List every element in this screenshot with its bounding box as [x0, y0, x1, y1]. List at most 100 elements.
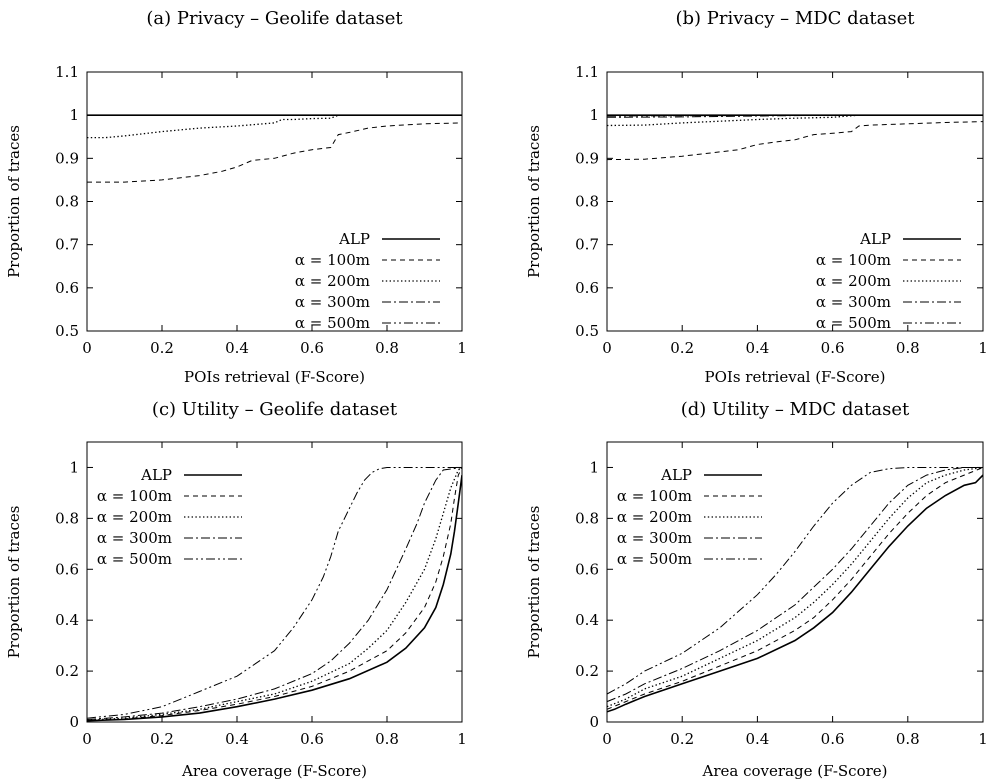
- y-tick-label: 0.8: [575, 193, 599, 211]
- series-line-4: [87, 467, 462, 719]
- x-tick-label: 0: [602, 339, 612, 357]
- y-axis-label: Proportion of traces: [525, 125, 543, 278]
- legend-label-1: α = 100m: [97, 487, 172, 505]
- y-tick-label: 0.6: [55, 560, 79, 578]
- x-tick-label: 0.4: [225, 730, 249, 748]
- series-line-0: [87, 474, 462, 722]
- x-tick-label: 0.2: [670, 730, 694, 748]
- legend-label-1: α = 100m: [816, 251, 891, 269]
- y-tick-label: 0.9: [55, 149, 79, 167]
- series-line-4: [607, 114, 983, 117]
- plot-frame: [606, 71, 984, 332]
- chart-panel-2: (c) Utility – Geolife dataset 0 0.2 0.4 0.6 0…: [5, 399, 467, 780]
- legend-label-0: ALP: [660, 466, 692, 484]
- y-tick-label: 0.4: [55, 611, 79, 629]
- y-tick-label: 1: [589, 458, 599, 476]
- x-tick-label: 1: [978, 730, 988, 748]
- y-tick-label: 0.7: [55, 236, 79, 254]
- x-tick-label: 0.2: [670, 339, 694, 357]
- legend-label-3: α = 300m: [816, 293, 891, 311]
- legend-label-3: α = 300m: [617, 529, 692, 547]
- plot-frame: [86, 441, 463, 723]
- y-axis-label: Proportion of traces: [525, 506, 543, 659]
- y-tick-label: 0.2: [55, 662, 79, 680]
- x-axis-label: POIs retrieval (F-Score): [705, 368, 886, 386]
- y-tick-label: 0.5: [575, 322, 599, 340]
- x-tick-label: 0.2: [150, 339, 174, 357]
- series-line-0: [607, 474, 983, 713]
- y-tick-label: 0.6: [575, 560, 599, 578]
- y-tick-label: 0.6: [575, 279, 599, 297]
- legend-label-4: α = 500m: [617, 550, 692, 568]
- x-tick-label: 0: [82, 339, 92, 357]
- series-line-2: [607, 466, 983, 708]
- legend-label-2: α = 200m: [295, 272, 370, 290]
- y-tick-label: 0: [69, 713, 79, 731]
- y-tick-label: 1: [69, 458, 79, 476]
- series-line-3: [607, 467, 983, 703]
- series-line-3: [607, 114, 983, 118]
- x-tick-label: 0.6: [821, 730, 845, 748]
- x-tick-label: 0.8: [375, 730, 399, 748]
- x-tick-label: 1: [457, 730, 467, 748]
- series-line-1: [87, 122, 462, 183]
- chart-panel-3: (d) Utility – MDC dataset 0 0.2 0.4 0.6 0.8 1 0…: [525, 399, 988, 780]
- y-tick-label: 1.1: [55, 63, 79, 81]
- y-tick-label: 0.8: [55, 509, 79, 527]
- series-line-2: [607, 114, 983, 127]
- chart-title: (a) Privacy – Geolife dataset: [146, 8, 403, 29]
- x-tick-label: 0.4: [745, 339, 769, 357]
- legend-label-2: α = 200m: [97, 508, 172, 526]
- x-tick-label: 0.6: [821, 339, 845, 357]
- y-axis-label: Proportion of traces: [5, 506, 23, 659]
- series-line-1: [87, 467, 462, 722]
- x-tick-label: 0.4: [225, 339, 249, 357]
- legend: ALP α = 100m α = 200m α = 300m α = 500m: [617, 466, 762, 568]
- series-line-1: [607, 121, 983, 161]
- legend-label-3: α = 300m: [295, 293, 370, 311]
- x-tick-label: 1: [978, 339, 988, 357]
- x-tick-label: 0.8: [896, 339, 920, 357]
- y-tick-label: 0.8: [575, 509, 599, 527]
- y-tick-label: 0.9: [575, 149, 599, 167]
- plot-frame: [606, 441, 984, 723]
- y-tick-label: 1: [69, 106, 79, 124]
- x-tick-label: 0.4: [745, 730, 769, 748]
- legend-label-0: ALP: [338, 230, 370, 248]
- legend-label-2: α = 200m: [617, 508, 692, 526]
- chart-panel-0: (a) Privacy – Geolife dataset 0 0.2 0.4 0.6 0…: [5, 8, 467, 386]
- x-axis-label: Area coverage (F-Score): [702, 762, 888, 780]
- x-axis-label: Area coverage (F-Score): [181, 762, 367, 780]
- series-line-2: [87, 114, 462, 139]
- y-tick-label: 0.6: [55, 279, 79, 297]
- legend-label-4: α = 500m: [97, 550, 172, 568]
- series-line-3: [87, 467, 462, 720]
- x-tick-label: 0: [602, 730, 612, 748]
- y-tick-label: 0.5: [55, 322, 79, 340]
- legend: ALP α = 100m α = 200m α = 300m α = 500m: [295, 230, 440, 332]
- series-line-2: [87, 466, 462, 721]
- y-tick-label: 0.7: [575, 236, 599, 254]
- legend-label-2: α = 200m: [816, 272, 891, 290]
- y-tick-label: 0: [589, 713, 599, 731]
- x-tick-label: 0.6: [300, 730, 324, 748]
- x-tick-label: 0: [82, 730, 92, 748]
- chart-title: (b) Privacy – MDC dataset: [675, 8, 915, 29]
- legend: ALP α = 100m α = 200m α = 300m α = 500m: [97, 466, 242, 568]
- x-tick-label: 0.6: [300, 339, 324, 357]
- x-tick-label: 1: [457, 339, 467, 357]
- chart-title: (d) Utility – MDC dataset: [681, 399, 910, 420]
- y-tick-label: 0.4: [575, 611, 599, 629]
- legend-label-0: ALP: [140, 466, 172, 484]
- y-tick-label: 1.1: [575, 63, 599, 81]
- chart-panel-1: (b) Privacy – MDC dataset 0 0.2 0.4 0.6 0.8 1 0…: [525, 8, 988, 386]
- legend-label-4: α = 500m: [816, 314, 891, 332]
- legend-label-3: α = 300m: [97, 529, 172, 547]
- legend: ALP α = 100m α = 200m α = 300m α = 500m: [816, 230, 961, 332]
- legend-label-0: ALP: [859, 230, 891, 248]
- chart-title: (c) Utility – Geolife dataset: [152, 399, 398, 420]
- y-axis-label: Proportion of traces: [5, 125, 23, 278]
- x-tick-label: 0.2: [150, 730, 174, 748]
- series-line-1: [607, 467, 983, 710]
